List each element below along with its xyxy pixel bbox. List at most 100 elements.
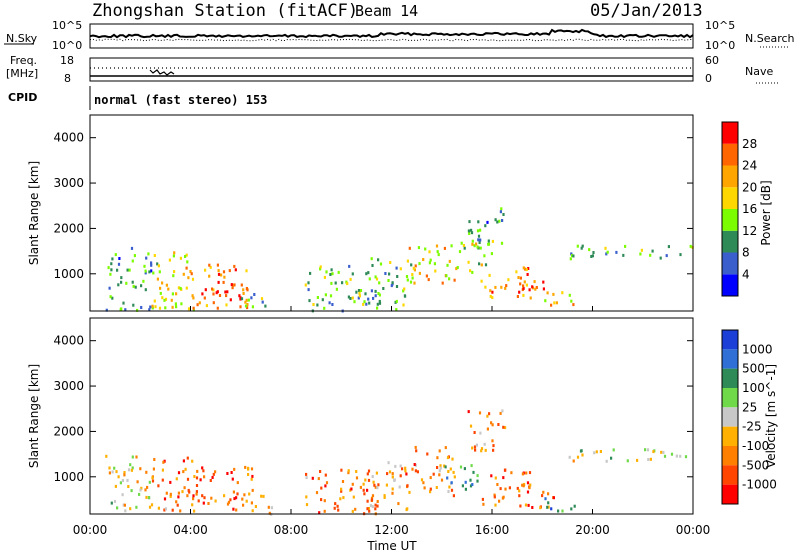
data-cell xyxy=(251,474,254,478)
data-cell xyxy=(304,283,307,287)
data-cell xyxy=(453,475,456,479)
data-cell xyxy=(119,481,122,485)
data-cell xyxy=(382,287,385,290)
data-cell xyxy=(233,467,236,471)
data-cell xyxy=(212,472,215,476)
data-cell xyxy=(599,450,602,453)
data-cell xyxy=(340,489,343,493)
range-tick-label: 4000 xyxy=(53,131,84,145)
data-cell xyxy=(341,480,345,483)
data-cell xyxy=(333,506,336,510)
data-cell xyxy=(414,469,417,473)
time-tick-label: 00:00 xyxy=(73,523,108,537)
data-cell xyxy=(233,497,236,501)
data-cell xyxy=(526,481,530,485)
data-cell xyxy=(145,256,148,260)
data-cell xyxy=(133,254,136,258)
data-cell xyxy=(164,297,168,301)
data-cell xyxy=(438,473,441,477)
data-cell xyxy=(417,246,420,250)
data-cell xyxy=(203,296,206,300)
data-cell xyxy=(226,502,230,506)
data-cell xyxy=(185,286,188,290)
data-cell xyxy=(499,210,502,214)
data-cell xyxy=(376,500,379,503)
data-cell xyxy=(357,296,360,300)
data-cell xyxy=(569,257,572,261)
data-cell xyxy=(243,493,246,497)
data-cell xyxy=(367,478,371,482)
data-cell xyxy=(347,471,350,475)
data-cell xyxy=(502,213,505,216)
data-cell xyxy=(124,308,127,312)
data-cell xyxy=(184,255,187,258)
data-cell xyxy=(527,503,530,507)
data-cell xyxy=(240,297,244,301)
data-cell xyxy=(553,301,556,305)
data-cell xyxy=(486,414,489,418)
data-cell xyxy=(426,452,429,456)
data-cell xyxy=(386,472,389,476)
data-cell xyxy=(501,496,504,500)
range-tick-label: 4000 xyxy=(53,334,84,348)
data-cell xyxy=(443,464,446,468)
colorbar-tick-label: 16 xyxy=(742,202,757,216)
data-cell xyxy=(385,483,388,487)
data-cell xyxy=(652,450,655,454)
data-cell xyxy=(214,470,217,474)
data-cell xyxy=(251,305,254,309)
data-cell xyxy=(434,269,437,273)
data-cell xyxy=(508,486,511,490)
data-cell xyxy=(428,261,431,265)
range-tick-label: 1000 xyxy=(53,470,84,484)
data-cell xyxy=(262,494,265,498)
data-cell xyxy=(429,476,432,480)
data-cell xyxy=(467,410,470,414)
data-cell xyxy=(124,509,127,513)
data-cell xyxy=(522,286,525,290)
data-cell xyxy=(204,288,207,292)
data-cell xyxy=(604,246,607,250)
data-cell xyxy=(143,264,146,268)
data-cell xyxy=(140,486,143,490)
data-cell xyxy=(324,473,327,477)
data-cell xyxy=(175,292,178,296)
data-cell xyxy=(135,455,138,459)
data-cell xyxy=(329,273,332,276)
data-cell xyxy=(126,268,129,272)
data-cell xyxy=(123,503,126,507)
data-cell xyxy=(474,448,477,452)
data-cell xyxy=(192,296,195,300)
power-colorbar-label: Power [dB] xyxy=(759,180,773,245)
data-cell xyxy=(458,250,462,254)
data-cell xyxy=(142,279,145,283)
data-cell xyxy=(136,480,139,484)
data-cell xyxy=(440,478,444,482)
data-cell xyxy=(187,488,190,492)
data-cell xyxy=(409,280,413,284)
data-cell xyxy=(371,505,374,509)
data-cell xyxy=(422,481,425,485)
data-cell xyxy=(572,459,575,463)
data-cell xyxy=(665,254,668,258)
data-cell xyxy=(411,273,414,276)
data-cell xyxy=(212,292,215,296)
time-tick-label: 16:00 xyxy=(475,523,510,537)
data-cell xyxy=(350,487,353,491)
data-cell xyxy=(353,300,356,304)
data-cell xyxy=(374,507,377,511)
data-cell xyxy=(427,278,430,282)
data-cell xyxy=(483,442,486,446)
data-cell xyxy=(337,270,340,274)
data-cell xyxy=(179,509,182,513)
data-cell xyxy=(377,258,380,262)
freq-frame xyxy=(89,57,694,82)
data-cell xyxy=(542,490,545,494)
data-cell xyxy=(189,270,192,273)
data-cell xyxy=(379,262,383,266)
data-cell xyxy=(172,254,175,258)
data-cell xyxy=(169,492,172,496)
range-tick-label: 3000 xyxy=(53,176,84,190)
data-cell xyxy=(267,505,270,509)
data-cell xyxy=(244,300,247,304)
